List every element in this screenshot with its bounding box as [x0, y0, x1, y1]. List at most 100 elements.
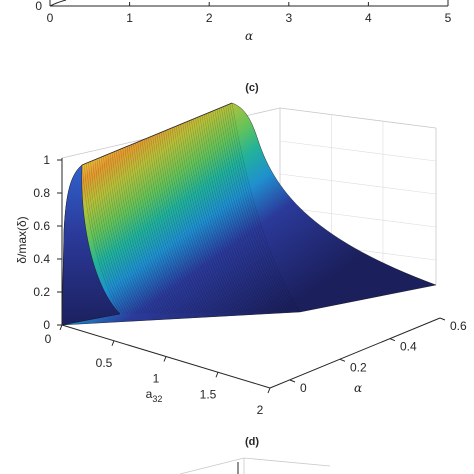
mesh-line-69 — [229, 103, 298, 313]
mesh-line-9 — [101, 157, 144, 314]
z-axis-label: δ/max(δ) — [15, 216, 29, 263]
mesh-line-65 — [221, 107, 288, 313]
top-x-tick-2: 2 — [206, 11, 213, 25]
mesh-line-56 — [201, 115, 265, 313]
mesh-line-33 — [152, 135, 206, 314]
x-tick-mark-4 — [267, 387, 271, 394]
surface-ridge — [81, 102, 233, 166]
mesh-line-11 — [105, 155, 149, 314]
mesh-line-21 — [126, 146, 175, 314]
y-tick-mark-2 — [389, 338, 396, 342]
top-x-tick-0: 0 — [47, 11, 54, 25]
panel-d-title: (d) — [245, 436, 259, 448]
top-panel: 0 1 2 3 4 5 0 α — [35, 0, 452, 43]
mesh-line-66 — [223, 106, 290, 313]
mesh-line-6 — [94, 159, 136, 314]
y-tick-mark-1 — [339, 358, 346, 362]
mesh-line-46 — [180, 124, 239, 313]
mesh-line-62 — [214, 110, 280, 313]
mesh-line-64 — [218, 108, 285, 313]
mesh-line-14 — [111, 152, 157, 314]
mesh-line-67 — [225, 105, 293, 313]
top-x-tick-1: 1 — [126, 11, 133, 25]
mesh-line-48 — [184, 122, 244, 313]
x-tick-2: 1 — [153, 372, 160, 386]
mesh-line-8 — [98, 157, 141, 314]
mesh-line-57 — [203, 114, 267, 313]
x-tick-mark-0 — [59, 324, 63, 331]
top-panel-curve — [49, 0, 67, 7]
x-tick-3: 1.5 — [200, 387, 217, 401]
mesh-line-55 — [199, 116, 262, 313]
mesh-line-39 — [165, 130, 221, 314]
surface-plot — [61, 102, 437, 326]
mesh-line-16 — [116, 150, 162, 314]
mesh-line-52 — [193, 118, 254, 313]
mesh-line-12 — [107, 154, 152, 314]
mesh-line-28 — [141, 140, 193, 314]
z-ticks: 0 0.2 0.4 0.6 0.8 1 — [33, 153, 62, 332]
mesh-line-34 — [154, 134, 208, 314]
mesh-line-13 — [109, 153, 154, 314]
z-tick-1: 0.2 — [33, 285, 50, 299]
mesh-line-19 — [122, 148, 170, 314]
mesh-line-18 — [120, 149, 167, 314]
mesh-line-41 — [169, 128, 226, 313]
y-tick-mark-3 — [439, 317, 446, 321]
mesh-line-17 — [118, 149, 164, 314]
z-tick-5: 1 — [43, 153, 50, 167]
mesh-line-58 — [206, 113, 270, 313]
back-gridline-3 — [279, 140, 437, 162]
mesh-line-63 — [216, 109, 283, 313]
mesh-line-32 — [150, 136, 203, 314]
panel-c: (c) 00.20.40.60.81 00.511.52 00.20.40.6 … — [15, 82, 467, 417]
back-gridline-2 — [279, 173, 437, 195]
x-tick-mark-2 — [163, 356, 167, 362]
x-ticks: 0 0.5 1 1.5 2 — [45, 324, 271, 417]
surface-top — [61, 102, 437, 326]
top-x-tick-4: 4 — [365, 11, 372, 25]
y-tick-1: 0.2 — [350, 360, 367, 374]
mesh-line-38 — [163, 131, 218, 314]
surface-front-wall — [61, 164, 121, 326]
x-tick-0: 0 — [45, 332, 52, 346]
mesh-line-4 — [90, 161, 131, 314]
mesh-line-54 — [197, 117, 260, 313]
mesh-line-1 — [83, 164, 123, 315]
mesh-line-47 — [182, 123, 242, 313]
mesh-line-45 — [178, 125, 236, 313]
z-tick-4: 0.8 — [33, 186, 50, 200]
mesh-line-22 — [128, 145, 177, 314]
mesh-line-24 — [133, 143, 182, 314]
mesh-line-15 — [113, 151, 159, 314]
mesh-line-2 — [86, 163, 126, 315]
mesh-line-31 — [148, 137, 200, 314]
mesh-line-60 — [210, 111, 275, 313]
y-axis-line — [269, 317, 441, 389]
y-tick-3: 0.6 — [450, 319, 467, 333]
mesh-line-20 — [124, 147, 172, 314]
mesh-line-51 — [191, 119, 252, 313]
z-tick-0: 0 — [43, 318, 50, 332]
mesh-line-44 — [176, 125, 234, 313]
surface-mesh — [81, 102, 301, 315]
mesh-line-0 — [81, 164, 121, 315]
mesh-line-26 — [137, 141, 188, 314]
mesh-line-25 — [135, 142, 185, 314]
x-tick-1: 0.5 — [96, 356, 113, 370]
back-gridline-1 — [279, 206, 437, 228]
x-tick-4: 2 — [257, 403, 264, 417]
top-panel-x-label: α — [245, 29, 253, 43]
mesh-line-68 — [227, 104, 296, 313]
mesh-line-23 — [131, 144, 180, 314]
x-tick-mark-3 — [215, 372, 219, 378]
mesh-line-3 — [88, 162, 128, 315]
panel-d: (d) — [179, 436, 331, 474]
mesh-line-43 — [173, 126, 231, 313]
top-panel-y-tick-0: 0 — [35, 0, 42, 13]
panel-d-box-edge-3 — [243, 457, 331, 467]
mesh-line-37 — [161, 132, 216, 314]
mesh-line-30 — [146, 138, 198, 314]
mesh-line-27 — [139, 141, 190, 314]
